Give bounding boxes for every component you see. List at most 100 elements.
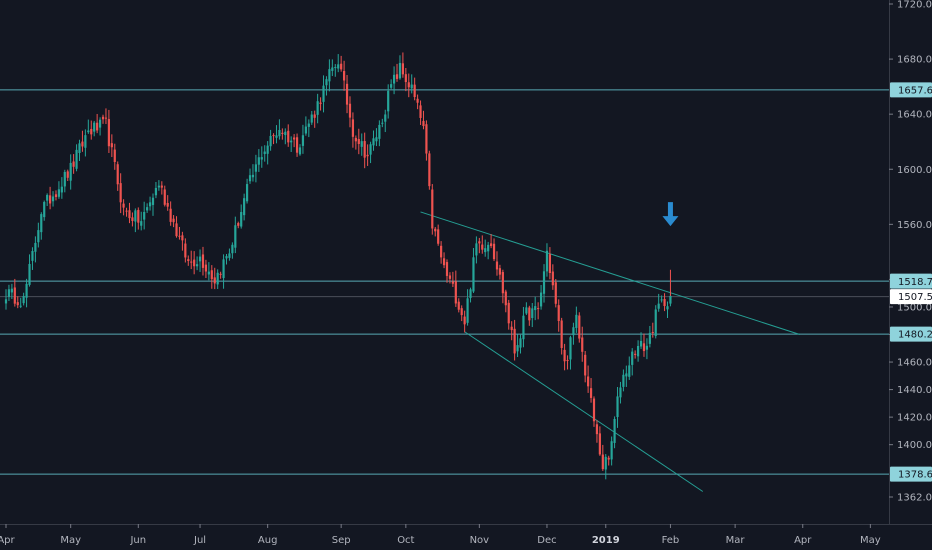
y-tick-label: 1362.00 [897,493,932,504]
price-tag [890,326,932,342]
candle-body [60,186,63,193]
candle-body [143,211,146,220]
arrow-down-icon [662,202,679,227]
candle-body [134,210,137,222]
candle-body [322,85,325,102]
candle-body [334,67,337,69]
candle-body [495,261,499,270]
candle-body [575,314,578,328]
candle-body [551,271,554,286]
candle-body [584,354,587,376]
candle-body [598,433,601,455]
candle-body [22,296,25,304]
candle-body [104,117,108,119]
candle-body [513,328,516,354]
candle-body [193,259,196,267]
candle-body [469,289,472,298]
x-tick-label: Apr [794,535,812,546]
candle-body [657,303,660,309]
candle-body [228,253,231,258]
candle-body [478,241,481,244]
candle-body [122,203,125,208]
time-axis[interactable]: Apr May Jun Jul Aug Sep Oct Nov Dec 2019 Feb Mar Apr… [0,524,932,546]
candle-body [619,387,622,398]
trendline[interactable] [464,331,704,492]
candle-body [110,143,113,148]
candle-body [607,457,610,460]
trendlines[interactable] [420,211,800,492]
candle-body [304,126,307,134]
candle-body [343,71,346,81]
candle-body [490,243,493,247]
candle-body [125,210,128,212]
candle-body [413,84,416,98]
candle-body [231,244,234,254]
candle-body [34,242,37,252]
candle-body [354,137,357,142]
candle-body [175,223,178,237]
candle-body [251,174,255,178]
candle-body [628,365,631,377]
candle-body [198,256,202,262]
candle-body [651,332,654,334]
candle-body [442,258,446,266]
candle-body [245,184,249,202]
candle-body [57,189,61,197]
candle-body [545,250,549,272]
horizontal-levels[interactable] [0,89,889,475]
y-tick-label: 1640.00 [897,110,932,121]
candle-body [254,164,257,172]
candle-body [448,275,452,279]
candle-body [463,316,466,325]
x-tick-label: Aug [258,535,278,546]
candle-body [331,67,334,71]
candle-body [660,299,663,301]
candle-body [498,268,502,275]
x-tick-label: Oct [397,535,414,546]
candle-body [404,74,407,83]
candle-body [563,349,566,362]
candle-body [475,243,478,256]
candle-body [369,144,372,155]
candle-body [572,327,575,336]
candle-body [360,141,363,147]
candle-body [642,343,646,352]
candle-body [137,209,140,223]
candle-body [537,308,540,310]
candle-body [434,228,437,232]
candle-body [457,301,460,310]
candle-body [154,187,158,196]
candle-body [648,332,651,344]
candle-body [101,116,105,120]
candle-body [507,302,510,324]
candle-body [113,149,116,163]
candle-body [210,270,213,280]
candle-body [539,292,543,307]
price-tag-label: 1507.52 [898,292,932,303]
candle-body [98,119,102,128]
candle-body [213,277,216,284]
x-tick-label: Apr [0,535,16,546]
candle-body [25,283,28,298]
y-tick-label: 1680.00 [897,55,932,66]
candle-body [639,340,643,347]
candle-body [257,157,260,165]
candle-body [248,175,252,182]
candle-body [207,271,210,275]
candle-body [534,306,537,311]
price-axis[interactable]: 1362.00 1400.00 1420.00 1440.00 1460.00 1480.… [889,0,932,524]
candle-body [184,243,187,258]
candle-body [222,259,225,279]
candle-body [295,137,299,153]
candle-body [366,154,369,157]
candle-body [146,207,149,211]
y-tick-label: 1720.00 [897,0,932,11]
candle-body [325,79,328,86]
candle-body [237,223,240,226]
candle-body [484,248,487,253]
candle-body [37,230,40,243]
candle-body [81,141,84,147]
trendline[interactable] [420,211,800,335]
candle-body [116,164,119,185]
